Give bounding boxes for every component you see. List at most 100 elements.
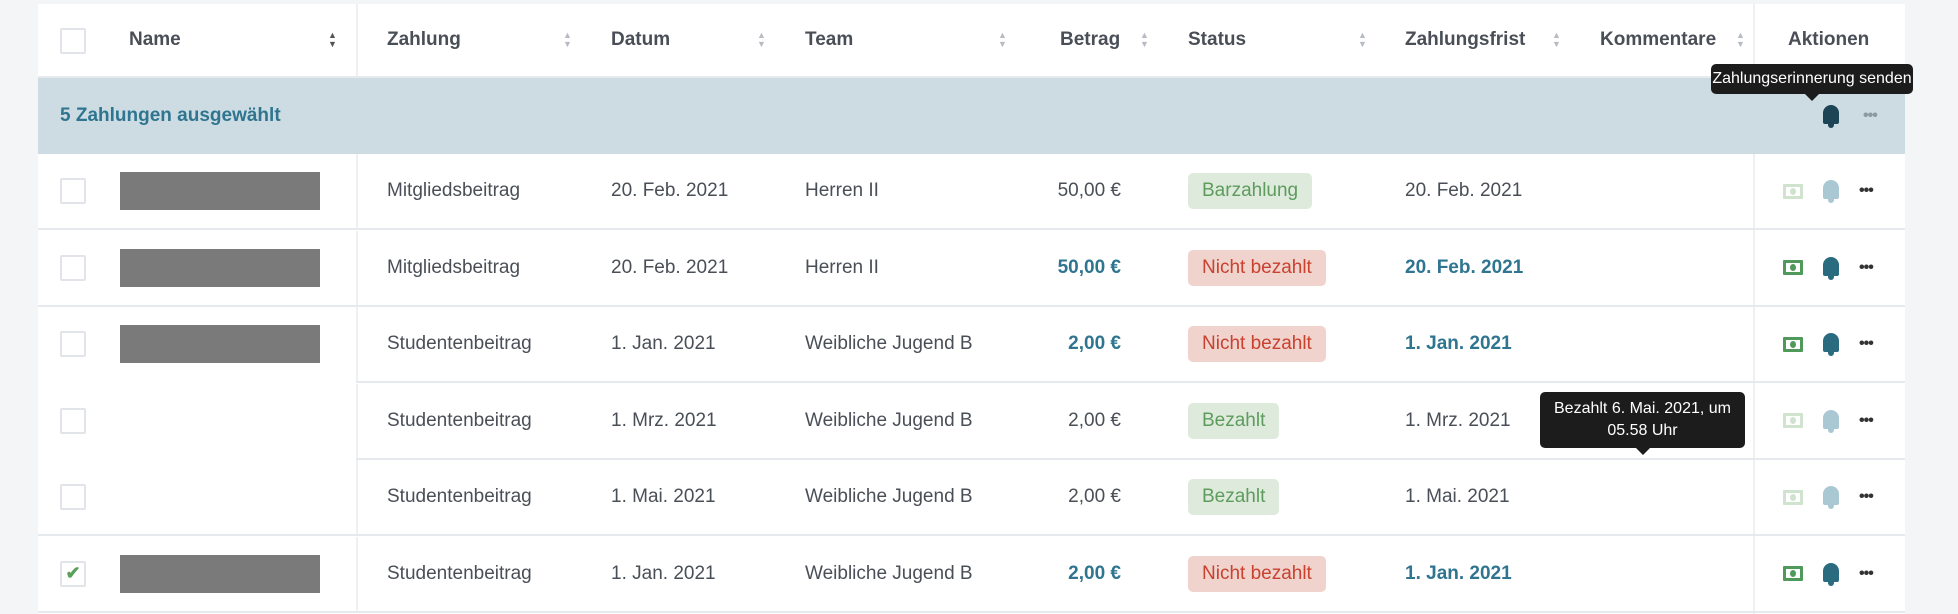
column-divider bbox=[356, 4, 358, 76]
payment-type: Mitgliedsbeitrag bbox=[387, 180, 521, 201]
merged-cell-mask bbox=[38, 457, 356, 462]
redacted-name bbox=[120, 172, 320, 210]
more-options-icon[interactable]: ••• bbox=[1859, 411, 1874, 429]
status-badge[interactable]: Nicht bezahlt bbox=[1188, 326, 1326, 362]
payment-date: 1. Mai. 2021 bbox=[611, 486, 716, 507]
team: Herren II bbox=[805, 180, 879, 201]
bulk-more-icon[interactable]: ••• bbox=[1863, 107, 1878, 124]
row-checkbox[interactable] bbox=[60, 178, 86, 204]
redacted-name bbox=[120, 554, 320, 593]
column-team[interactable]: Team bbox=[805, 29, 854, 50]
column-divider bbox=[356, 230, 358, 305]
status-badge[interactable]: Bezahlt bbox=[1188, 402, 1280, 439]
reminder-bell-icon[interactable] bbox=[1821, 484, 1841, 510]
column-divider bbox=[356, 307, 358, 381]
mark-paid-money-icon[interactable] bbox=[1783, 489, 1803, 505]
sort-icon[interactable]: ▲ ▼ bbox=[1552, 30, 1561, 49]
payment-date: 20. Feb. 2021 bbox=[611, 256, 729, 278]
column-payment[interactable]: Zahlung bbox=[387, 29, 461, 50]
due-date: 1. Jan. 2021 bbox=[1405, 333, 1512, 354]
reminder-bell-icon[interactable] bbox=[1821, 561, 1841, 587]
more-options-icon[interactable]: ••• bbox=[1859, 182, 1874, 199]
mark-paid-money-icon[interactable] bbox=[1783, 260, 1803, 275]
sort-icon[interactable]: ▲ ▼ bbox=[328, 30, 337, 49]
column-due-date[interactable]: Zahlungsfrist bbox=[1405, 29, 1526, 50]
table-row[interactable]: Studentenbeitrag 1. Jan. 2021 Weibliche Ju… bbox=[38, 307, 1905, 385]
sort-icon[interactable]: ▲ ▼ bbox=[1358, 30, 1367, 49]
bulk-reminder-bell-icon[interactable] bbox=[1821, 103, 1841, 129]
row-checkbox[interactable] bbox=[60, 407, 86, 434]
due-date: 1. Jan. 2021 bbox=[1405, 562, 1512, 584]
payment-date: 1. Jan. 2021 bbox=[611, 562, 716, 584]
merged-cell-mask bbox=[38, 381, 356, 385]
amount: 2,00 € bbox=[1068, 562, 1121, 584]
mark-paid-money-icon[interactable] bbox=[1783, 413, 1803, 428]
redacted-name bbox=[120, 325, 320, 363]
due-date: 1. Mrz. 2021 bbox=[1405, 409, 1511, 431]
due-date: 20. Feb. 2021 bbox=[1405, 256, 1524, 278]
redacted-name bbox=[120, 248, 320, 287]
column-actions: Aktionen bbox=[1788, 29, 1870, 50]
table-row[interactable]: Mitgliedsbeitrag 20. Feb. 2021 Herren II 50… bbox=[38, 230, 1905, 307]
column-date[interactable]: Datum bbox=[611, 29, 671, 50]
column-divider bbox=[356, 383, 358, 458]
amount: 50,00 € bbox=[1057, 256, 1121, 278]
select-all-checkbox[interactable] bbox=[60, 28, 86, 54]
status-badge[interactable]: Nicht bezahlt bbox=[1188, 555, 1326, 592]
sort-icon[interactable]: ▲ ▼ bbox=[998, 30, 1007, 49]
mark-paid-money-icon[interactable] bbox=[1783, 566, 1803, 581]
reminder-bell-icon[interactable] bbox=[1821, 178, 1841, 204]
amount: 50,00 € bbox=[1057, 180, 1121, 201]
sort-icon[interactable]: ▲ ▼ bbox=[563, 30, 572, 49]
payment-date: 1. Jan. 2021 bbox=[611, 333, 716, 354]
row-checkbox[interactable] bbox=[60, 331, 86, 357]
table-row[interactable]: Studentenbeitrag 1. Mai. 2021 Weibliche Ju… bbox=[38, 460, 1905, 536]
more-options-icon[interactable]: ••• bbox=[1859, 564, 1874, 582]
column-amount[interactable]: Betrag bbox=[1060, 29, 1121, 50]
payment-type: Studentenbeitrag bbox=[387, 562, 532, 584]
status-badge[interactable]: Barzahlung bbox=[1188, 173, 1313, 209]
sort-icon[interactable]: ▲ ▼ bbox=[757, 30, 766, 49]
amount: 2,00 € bbox=[1068, 409, 1121, 431]
more-options-icon[interactable]: ••• bbox=[1859, 335, 1874, 352]
payment-type: Mitgliedsbeitrag bbox=[387, 256, 521, 278]
reminder-bell-icon[interactable] bbox=[1821, 255, 1841, 281]
column-divider bbox=[1753, 4, 1755, 614]
reminder-bell-icon[interactable] bbox=[1821, 331, 1841, 357]
table-row[interactable]: Mitgliedsbeitrag 20. Feb. 2021 Herren II 50… bbox=[38, 154, 1905, 230]
reminder-bell-icon[interactable] bbox=[1821, 408, 1841, 434]
column-status[interactable]: Status bbox=[1188, 29, 1247, 50]
row-checkbox[interactable] bbox=[60, 254, 86, 281]
due-date: 20. Feb. 2021 bbox=[1405, 180, 1523, 201]
column-comments[interactable]: Kommentare bbox=[1600, 29, 1717, 50]
amount: 2,00 € bbox=[1068, 486, 1121, 507]
payment-type: Studentenbeitrag bbox=[387, 333, 532, 354]
amount: 2,00 € bbox=[1068, 333, 1121, 354]
sort-icon[interactable]: ▲ ▼ bbox=[1140, 30, 1149, 49]
team: Weibliche Jugend B bbox=[805, 562, 973, 584]
reminder-tooltip: Zahlungserinnerung senden bbox=[1711, 64, 1913, 101]
payments-table: Name ▲ ▼ Zahlung ▲ ▼ Datum ▲ ▼ Team ▲ ▼ Betr… bbox=[38, 4, 1905, 614]
team: Weibliche Jugend B bbox=[805, 409, 973, 431]
table-row[interactable]: ✔ Studentenbeitrag 1. Jan. 2021 Weibliche J… bbox=[38, 536, 1905, 613]
column-divider bbox=[356, 460, 358, 534]
due-date: 1. Mai. 2021 bbox=[1405, 486, 1510, 507]
paid-tooltip: Bezahlt 6. Mai. 2021, um 05.58 Uhr bbox=[1540, 392, 1745, 455]
table-header: Name ▲ ▼ Zahlung ▲ ▼ Datum ▲ ▼ Team ▲ ▼ Betr… bbox=[38, 4, 1905, 614]
payment-date: 20. Feb. 2021 bbox=[611, 180, 729, 201]
column-name[interactable]: Name bbox=[129, 29, 181, 50]
payment-type: Studentenbeitrag bbox=[387, 486, 532, 507]
selection-bar: 5 Zahlungen ausgewählt ••• bbox=[38, 78, 1905, 154]
payment-type: Studentenbeitrag bbox=[387, 409, 532, 431]
status-badge[interactable]: Bezahlt bbox=[1188, 479, 1280, 515]
row-checkbox[interactable] bbox=[60, 484, 86, 510]
mark-paid-money-icon[interactable] bbox=[1783, 336, 1803, 352]
team: Weibliche Jugend B bbox=[805, 333, 973, 354]
more-options-icon[interactable]: ••• bbox=[1859, 258, 1874, 276]
mark-paid-money-icon[interactable] bbox=[1783, 183, 1803, 199]
more-options-icon[interactable]: ••• bbox=[1859, 488, 1874, 505]
table-row[interactable]: Studentenbeitrag 1. Mrz. 2021 Weibliche Ju… bbox=[38, 383, 1905, 462]
row-checkbox[interactable]: ✔ bbox=[60, 560, 86, 587]
sort-icon[interactable]: ▲ ▼ bbox=[1736, 30, 1745, 49]
status-badge[interactable]: Nicht bezahlt bbox=[1188, 249, 1326, 286]
